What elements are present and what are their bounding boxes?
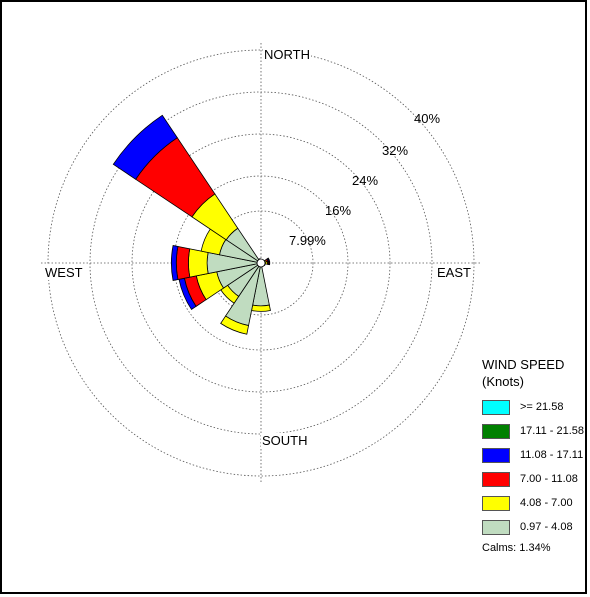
wind-sector-segment: [268, 260, 271, 266]
wind-sector-segment: [220, 315, 250, 335]
south-label: SOUTH: [261, 433, 309, 448]
legend-swatch: [482, 496, 510, 511]
legend-swatch: [482, 448, 510, 463]
legend-item: 7.00 - 11.08: [482, 472, 586, 492]
north-label: NORTH: [263, 47, 311, 62]
legend-swatch: [482, 520, 510, 535]
wind-sector-segment: [175, 246, 191, 280]
wind-sector-segment: [112, 114, 178, 180]
wind-sector-segment: [171, 245, 179, 281]
legend-item: 0.97 - 4.08: [482, 520, 586, 540]
legend: WIND SPEED (Knots) >= 21.58 17.11 - 21.5…: [482, 356, 586, 554]
grid-ring: [131, 133, 391, 393]
legend-title-line1: WIND SPEED: [482, 357, 565, 372]
legend-item-label: 11.08 - 17.11: [520, 449, 584, 461]
ring-label: 7.99%: [289, 233, 326, 248]
ring-label: 24%: [352, 173, 378, 188]
calms-circle: [256, 258, 266, 268]
legend-item-label: 7.00 - 11.08: [520, 473, 578, 485]
ring-label: 32%: [382, 143, 408, 158]
legend-item-label: >= 21.58: [520, 401, 564, 413]
calms-value: Calms: 1.34%: [482, 542, 551, 554]
legend-item-label: 4.08 - 7.00: [520, 497, 573, 509]
east-label: EAST: [436, 265, 472, 280]
legend-swatch: [482, 400, 510, 415]
legend-item: 11.08 - 17.11: [482, 448, 586, 468]
legend-item: 4.08 - 7.00: [482, 496, 586, 516]
legend-item: >= 21.58: [482, 400, 586, 420]
wind-sector-segment: [188, 248, 209, 278]
legend-swatch: [482, 424, 510, 439]
wind-sector-segment: [251, 304, 271, 312]
west-label: WEST: [44, 265, 84, 280]
legend-item-label: 17.11 - 21.58: [520, 425, 585, 437]
legend-swatch: [482, 472, 510, 487]
ring-label: 40%: [414, 111, 440, 126]
ring-label: 16%: [325, 203, 351, 218]
legend-item-label: 0.97 - 4.08: [520, 521, 573, 533]
grid-ring: [208, 210, 314, 316]
legend-title-line2: (Knots): [482, 374, 524, 389]
grid-ring: [173, 175, 349, 351]
legend-item: 17.11 - 21.58: [482, 424, 586, 444]
